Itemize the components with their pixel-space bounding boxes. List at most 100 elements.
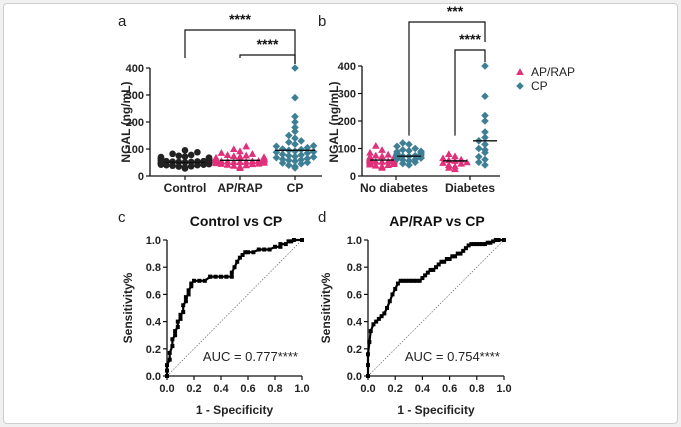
panel-c-roc-point [262, 247, 267, 252]
panel-a-y-tick-label: 0 [138, 171, 144, 183]
panel-d-roc-point [493, 238, 498, 242]
panel-c-x-tick-label: 0.4 [213, 383, 229, 395]
panel-a-point-cp [297, 137, 305, 145]
panel-c-roc-point [167, 357, 172, 362]
panel-d-roc-point [409, 278, 414, 283]
panel-a-point-cp [272, 142, 281, 151]
panel-c-roc-point [219, 274, 223, 279]
panel-c-y-tick-label: 0.0 [146, 371, 161, 383]
panel-a-point-cp [297, 156, 305, 164]
panel-a-point-cp [291, 93, 299, 102]
panel-d-roc-point [491, 239, 496, 244]
panel-a-point-cp [291, 147, 299, 155]
panel-a-point-control [187, 151, 195, 159]
panel-a-y-tick-label: 100 [126, 144, 144, 156]
panel-a-significance-bracket [239, 54, 296, 64]
panel-d-roc-point [466, 243, 471, 248]
panel-d-x-axis-label: 1 - Specificity [397, 403, 475, 417]
panel-d-roc-point [367, 340, 372, 344]
panel-c-roc-point [183, 295, 188, 300]
panel-c-roc-point [232, 265, 237, 270]
panel-b-point-aprap [439, 159, 447, 166]
panel-b-point-aprap [372, 151, 380, 159]
panel-c-roc-point [273, 244, 277, 249]
panel-c-roc-point [246, 250, 250, 255]
panel-c-roc-point [186, 288, 191, 293]
panel-d-roc-point [450, 254, 455, 259]
panel-b-scatter: 0 100 200 300 400 NGAL (ng/mL) No diabetes Diab… [327, 3, 575, 195]
panel-d-reference-diagonal [367, 239, 505, 377]
panel-a-point-cp [291, 140, 299, 148]
panel-d-auc-annotation: AUC = 0.754**** [405, 349, 500, 364]
panel-d-roc-point [482, 242, 487, 247]
panel-b-point-cp [475, 144, 483, 153]
panel-a-significance-label: **** [257, 36, 279, 52]
panel-c-y-axis-label: Sensitivity% [121, 272, 135, 343]
panel-a-point-cp [285, 156, 293, 165]
panel-a-point-aprap [242, 142, 250, 150]
panel-c-roc-point [289, 239, 294, 244]
panel-b-point-cp [411, 155, 419, 164]
panel-c-y-tick-label: 1.0 [146, 235, 161, 247]
panel-c-x-tick-label: 0.8 [267, 383, 282, 395]
panel-c-roc-point [278, 242, 283, 247]
panel-c-roc-point [243, 250, 248, 255]
panel-a-point-cp [291, 123, 299, 132]
panel-b-point-cp [481, 146, 489, 154]
panel-a-point-cp [309, 141, 318, 150]
panel-d-roc-point [404, 278, 409, 283]
panel-d-roc-point [453, 254, 458, 259]
panel-d-roc-point [401, 278, 406, 283]
panel-a-y-tick-label: 200 [126, 117, 144, 129]
panel-b-point-cp [399, 156, 407, 164]
panel-a-point-aprap [242, 161, 250, 169]
panel-a-point-cp [291, 157, 299, 165]
panel-letter-c: c [118, 209, 126, 226]
panel-c-roc-point [283, 242, 288, 247]
panel-a-point-cp [291, 118, 299, 126]
panel-b-point-cp [481, 140, 489, 149]
panel-d-roc-point [382, 311, 387, 316]
panel-b-y-axis-label: NGAL (ng/mL) [327, 81, 341, 162]
panel-a-point-cp [291, 162, 299, 171]
panel-d-roc-point [461, 248, 466, 253]
panel-a-significance-label: **** [229, 11, 251, 27]
panel-c-roc-point [235, 259, 240, 264]
panel-b-point-cp [405, 161, 413, 169]
panel-a-point-aprap [248, 150, 257, 157]
panel-b-significance-bracket [454, 49, 486, 136]
panel-a-y-tick-label: 300 [126, 90, 144, 102]
panel-a-x-tick-label: Control [164, 181, 207, 195]
panel-a-y-tick-label: 400 [126, 63, 144, 75]
panel-a-point-cp [297, 160, 305, 168]
panel-c-roc-point [278, 244, 283, 249]
panel-d-x-tick-label: 0.8 [469, 383, 484, 395]
panel-a-point-control [194, 158, 201, 165]
panel-b-y-tick-label: 400 [338, 61, 356, 73]
panel-c-roc-point [178, 316, 183, 321]
panel-a-point-control [169, 150, 176, 158]
panel-c-roc-point [229, 270, 234, 275]
panel-b-legend-marker [516, 68, 524, 76]
panel-c-roc-point [173, 333, 178, 338]
panel-d-roc-point [472, 242, 477, 247]
panel-b-point-cp [393, 148, 401, 156]
panel-b-x-tick-label: Diabetes [445, 181, 495, 195]
panel-d-roc-point [458, 251, 463, 256]
panel-c-x-tick-label: 0.0 [159, 383, 174, 395]
panel-b-point-cp [417, 147, 425, 156]
panel-d-roc-point [455, 251, 460, 256]
panel-a-point-aprap [236, 158, 244, 165]
panel-c-roc-point [181, 303, 186, 308]
panel-a-point-cp [285, 161, 293, 169]
panel-d-roc-point [406, 278, 411, 283]
panel-a-point-aprap [230, 145, 238, 153]
panel-a-point-control [181, 147, 189, 154]
panel-c-x-tick-label: 0.2 [186, 383, 201, 395]
panel-d-roc-point [474, 242, 479, 247]
panel-b-legend-label: CP [531, 79, 548, 93]
panel-d-roc-point [431, 267, 436, 272]
panel-d-roc-point [368, 329, 373, 334]
panel-d-title: AP/RAP vs CP [389, 213, 484, 229]
